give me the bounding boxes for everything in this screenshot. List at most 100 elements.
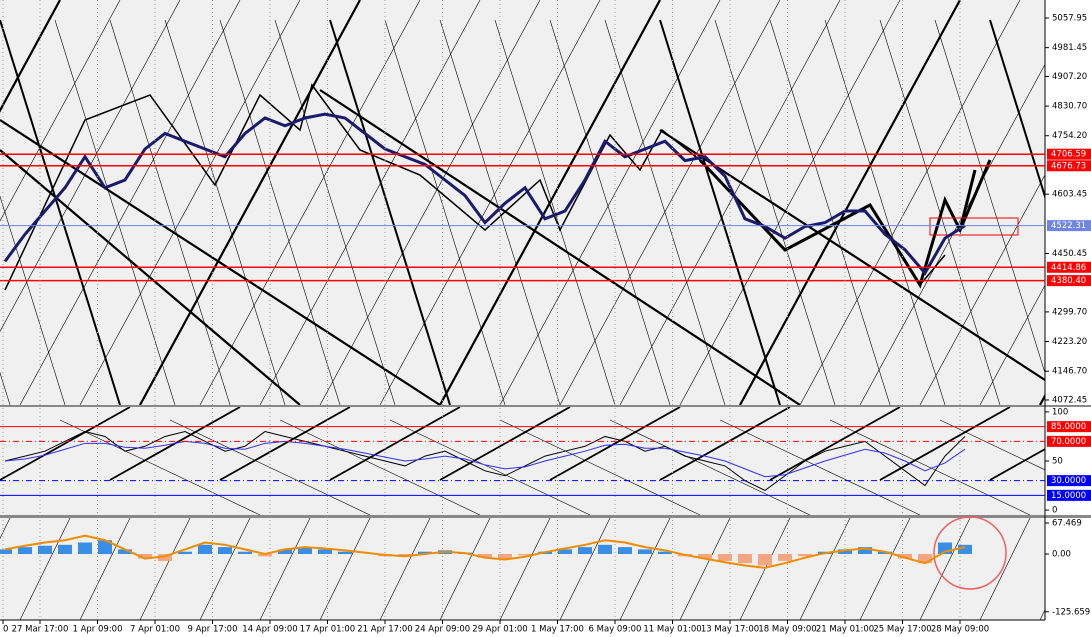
x-tick-label: 1 May 17:00 [531,625,584,635]
channel-line [319,89,801,405]
histogram-bar [738,554,752,564]
level-label: 15.0000 [1051,491,1086,501]
x-tick-label: 14 Apr 09:00 [242,625,297,635]
histogram-bar [478,554,492,558]
series-line [4,440,966,478]
trend-line [859,63,1045,405]
channel-line [0,119,441,405]
x-tick-label: 21 May 01:00 [816,625,874,635]
y-tick-label: 4754.20 [1052,131,1087,141]
trend-line [619,518,671,620]
trend-line [499,419,701,515]
trend-line [769,19,891,405]
y-tick-label: 100 [1052,407,1068,417]
histogram-bar [238,551,252,555]
trend-line [199,518,251,620]
trend-line [919,174,1045,405]
x-tick-label: 6 May 09:00 [589,625,642,635]
trend-line [0,407,131,481]
trend-line [219,19,341,405]
level-label-bg [1047,275,1091,287]
trend-line [829,419,1031,515]
series-line [4,534,966,569]
y-tick-label: 4981.45 [1052,43,1087,53]
x-tick-label: 7 Apr 01:00 [130,625,180,635]
trend-line [169,419,371,515]
level-label-bg [1047,160,1091,172]
histogram-bar [278,549,292,555]
trend-line [549,19,671,405]
x-tick-label: 9 Apr 17:00 [187,625,237,635]
trend-line [0,0,181,332]
trend-line [19,518,71,620]
trend-line [859,518,911,620]
y-tick-label: 0.00 [1052,550,1071,560]
x-tick-label: 17 Apr 01:00 [300,625,355,635]
trend-line [0,19,121,405]
y-tick-label: 4603.45 [1052,190,1087,200]
histogram-bar [418,551,432,555]
target-box [929,217,1019,236]
level-label: 4706.59 [1051,150,1086,160]
trend-line [274,19,396,405]
trend-line [799,518,851,620]
trend-line [769,407,901,481]
histogram-bar [918,554,932,564]
trend-line [739,518,791,620]
trend-line [164,19,286,405]
histogram-bar [938,542,952,555]
level-label: 30.0000 [1051,476,1086,486]
trend-line [0,518,11,540]
trend-line [989,19,1045,200]
trend-line [329,19,451,405]
trend-line [499,0,721,405]
trend-line [604,19,726,405]
x-tick-label: 25 May 17:00 [873,625,931,635]
histogram-bar [898,554,912,559]
histogram-bar [218,547,232,555]
trend-line [939,419,1045,471]
trend-line [0,0,61,113]
histogram-bar [98,540,112,555]
channel-line [0,149,301,405]
trend-line [679,0,901,405]
histogram-bar [138,554,152,559]
y-tick-label: 50 [1052,457,1063,467]
trend-line [279,419,481,515]
x-tick-label: 29 Apr 01:00 [472,625,527,635]
y-tick-label: 4450.45 [1052,249,1087,259]
trend-line [979,284,1045,405]
panel-divider [0,515,1091,518]
histogram-bar [318,549,332,555]
trend-line [199,0,421,405]
histogram-bar [498,554,512,559]
x-tick-label: 11 May 01:00 [643,625,701,635]
trend-line [989,448,1045,481]
y-tick-label: 5057.95 [1052,14,1087,24]
trend-lines-main [0,0,1045,405]
trend-line [714,19,836,405]
histogram-bar [758,554,772,566]
x-tick-label: 27 Mar 17:00 [12,625,69,635]
trend-lines-macd [0,518,1045,620]
trend-line [259,518,311,620]
trend-line [19,0,241,405]
level-label-bg [1047,489,1091,501]
trend-line [379,518,431,620]
trend-line [79,0,301,405]
histogram-bar [398,554,412,557]
trend-line [979,518,1031,620]
trend-line [619,0,841,405]
y-tick-label: 4072.45 [1052,395,1087,405]
histogram-bar [798,554,812,557]
level-label-bg [1047,261,1091,273]
level-label: 4522.31 [1051,221,1086,231]
trend-line [79,518,131,620]
trend-line [919,518,971,620]
level-label: 4414.86 [1051,263,1086,273]
y-tick-label: 4146.70 [1052,367,1087,377]
x-tick-label: 21 Apr 17:00 [357,625,412,635]
trend-line [659,407,791,481]
